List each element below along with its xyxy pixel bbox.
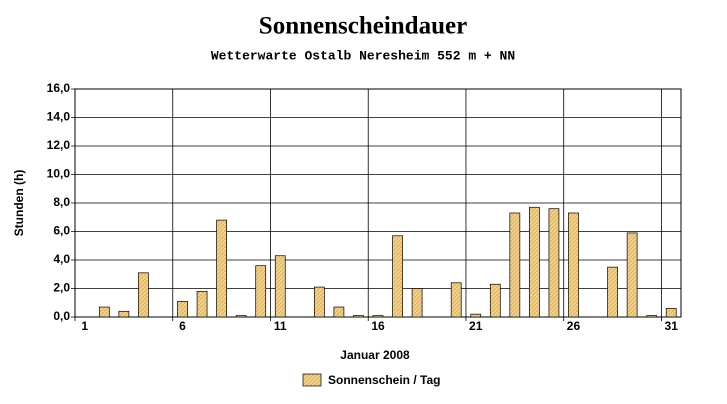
- bar: [333, 306, 345, 318]
- y-tick-label: 2,0: [53, 281, 70, 295]
- y-tick-label: 0,0: [53, 309, 70, 323]
- y-tick-label: 14,0: [47, 110, 71, 124]
- y-tick-label: 16,0: [47, 81, 71, 95]
- bar: [274, 255, 286, 318]
- bar: [138, 272, 149, 318]
- y-tick-label: 10,0: [47, 167, 71, 181]
- y-tick-label: 6,0: [53, 224, 70, 238]
- bar: [529, 206, 540, 318]
- bar: [470, 313, 482, 318]
- x-tick-label: 11: [274, 319, 287, 333]
- bar: [392, 235, 403, 318]
- bar: [235, 315, 247, 318]
- bar: [450, 282, 462, 318]
- bar: [118, 310, 130, 318]
- bar: [216, 219, 227, 318]
- bar: [646, 315, 658, 318]
- chart-title: Sonnenscheindauer: [259, 13, 467, 40]
- y-axis-label: Stunden (h): [12, 170, 26, 237]
- bar: [353, 315, 364, 318]
- bar: [177, 300, 188, 318]
- x-tick-label: 6: [179, 319, 186, 333]
- x-tick-label: 21: [469, 319, 483, 333]
- bar: [372, 315, 384, 318]
- bar: [509, 212, 521, 318]
- bar: [548, 208, 560, 318]
- bar: [314, 286, 325, 318]
- y-tick-label: 4,0: [53, 252, 70, 266]
- x-tick-label: 26: [567, 319, 581, 333]
- bar: [568, 212, 579, 318]
- legend-label: Sonnenschein / Tag: [328, 373, 440, 387]
- bar: [411, 288, 423, 318]
- bar: [626, 232, 638, 318]
- bar: [665, 308, 677, 318]
- x-tick-label: 1: [81, 319, 88, 333]
- bar: [489, 283, 501, 318]
- bar: [607, 266, 618, 318]
- legend-swatch: [302, 373, 322, 387]
- y-tick-label: 8,0: [53, 195, 70, 209]
- bar: [98, 306, 110, 318]
- x-tick-label: 16: [371, 319, 385, 333]
- x-axis-label: Januar 2008: [340, 348, 410, 362]
- bar: [255, 265, 267, 318]
- x-tick-label: 31: [665, 319, 679, 333]
- y-tick-label: 12,0: [47, 138, 71, 152]
- chart-subtitle: Wetterwarte Ostalb Neresheim 552 m + NN: [211, 48, 515, 63]
- bar: [196, 291, 208, 318]
